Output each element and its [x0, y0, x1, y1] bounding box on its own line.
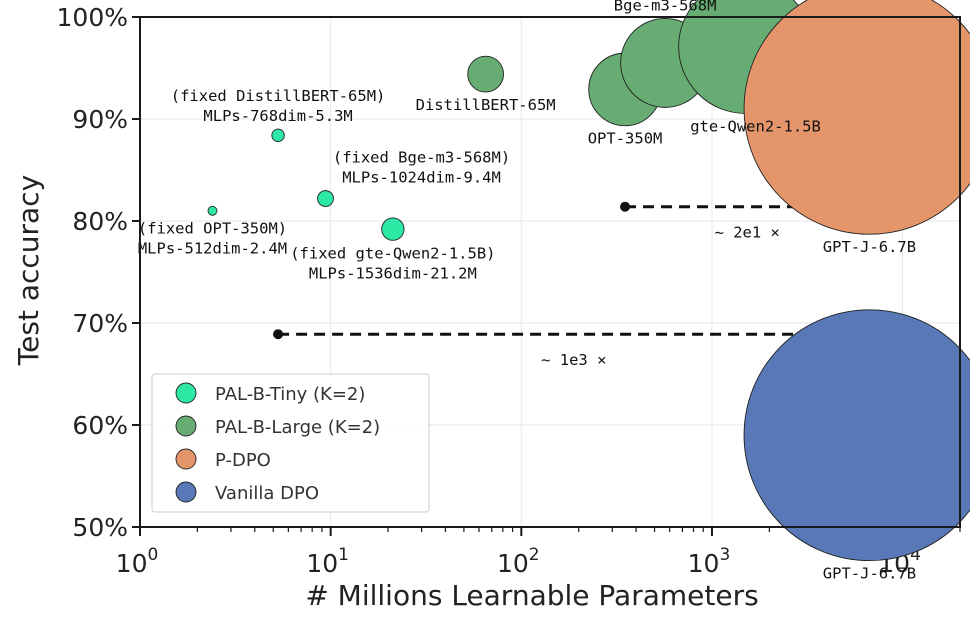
- point-label: MLPs-512dim-2.4M: [138, 239, 287, 257]
- x-tick-exponent: 3: [719, 545, 730, 565]
- x-tick-exponent: 2: [529, 545, 540, 565]
- data-point: [743, 309, 970, 562]
- x-tick-base: 10: [306, 549, 338, 578]
- x-axis-title: # Millions Learnable Parameters: [305, 579, 758, 612]
- x-tick-base: 10: [116, 549, 148, 578]
- data-point: [207, 205, 218, 216]
- x-tick-exponent: 4: [910, 545, 921, 565]
- legend-marker: [175, 481, 197, 503]
- legend-label: Vanilla DPO: [215, 483, 319, 504]
- point-label: MLPs-1024dim-9.4M: [342, 169, 501, 187]
- tick-layer: 50%60%70%80%90%100%100 101 102 103 104: [57, 3, 961, 578]
- ratio-annotation-label: ~ 2e1 ×: [715, 224, 780, 242]
- x-tick-exponent: 0: [147, 545, 158, 565]
- point-label: (fixed Bge-m3-568M): [333, 149, 510, 167]
- x-tick-label: 100: [116, 545, 159, 578]
- x-tick-base: 10: [497, 549, 529, 578]
- x-tick-label: 101: [306, 545, 349, 578]
- x-tick-label: 103: [688, 545, 731, 578]
- point-label: MLPs-768dim-5.3M: [203, 107, 352, 125]
- point-label: Bge-m3-568M: [614, 0, 717, 14]
- legend-box: [151, 373, 430, 513]
- point-layer: [207, 0, 970, 562]
- data-point: [271, 128, 285, 143]
- x-tick-base: 10: [688, 549, 720, 578]
- legend: PAL-B-Tiny (K=2) PAL-B-Large (K=2) P-DPO Va…: [151, 373, 430, 513]
- y-tick-label: 100%: [57, 3, 128, 32]
- legend-label: P-DPO: [215, 450, 271, 471]
- data-point: [381, 217, 405, 241]
- legend-label: PAL-B-Tiny (K=2): [215, 384, 365, 405]
- point-label: DistillBERT-65M: [416, 96, 556, 114]
- y-axis-title: Test accuracy: [12, 175, 45, 366]
- y-tick-label: 80%: [72, 207, 128, 236]
- data-point: [467, 55, 504, 93]
- x-tick-label: 102: [497, 545, 540, 578]
- data-point: [317, 190, 334, 207]
- y-tick-label: 50%: [72, 513, 128, 542]
- data-point: [743, 0, 970, 235]
- x-tick-exponent: 1: [338, 545, 349, 565]
- plot-frame: [139, 16, 961, 528]
- annotation-layer: ~ 2e1 × ~ 1e3 ×: [273, 200, 870, 369]
- legend-marker: [175, 448, 197, 470]
- legend-label: PAL-B-Large (K=2): [215, 417, 380, 438]
- point-label: MLPs-1536dim-21.2M: [309, 264, 477, 282]
- legend-marker: [175, 415, 197, 437]
- point-label: GPT-J-6.7B: [823, 565, 916, 583]
- point-label: OPT-350M: [588, 130, 663, 148]
- point-label: (fixed gte-Qwen2-1.5B): [290, 244, 495, 262]
- label-layer: (fixed OPT-350M) MLPs-512dim-2.4M (fixed D…: [138, 0, 916, 583]
- legend-marker: [175, 382, 197, 404]
- y-tick-label: 90%: [72, 105, 128, 134]
- y-tick-label: 70%: [72, 309, 128, 338]
- y-tick-label: 60%: [72, 411, 128, 440]
- ratio-annotation-label: ~ 1e3 ×: [541, 351, 606, 369]
- point-label: (fixed OPT-350M): [138, 219, 287, 237]
- point-label: (fixed DistillBERT-65M): [171, 87, 386, 105]
- point-label: GPT-J-6.7B: [823, 238, 916, 256]
- point-label: gte-Qwen2-1.5B: [690, 117, 821, 135]
